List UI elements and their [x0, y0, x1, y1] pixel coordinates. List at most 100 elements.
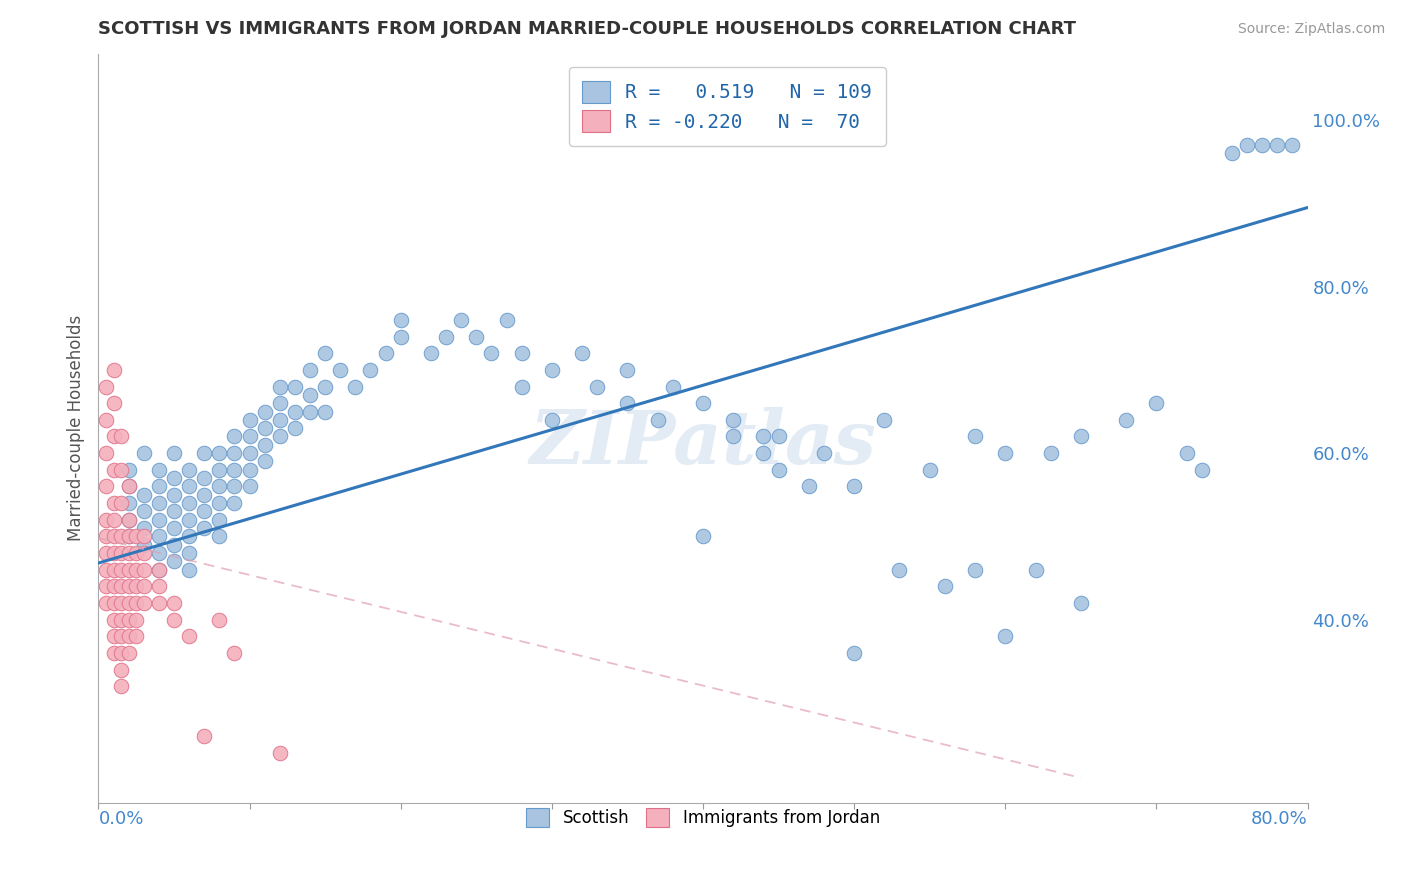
Point: [118, 646, 141, 660]
Point: [723, 429, 745, 443]
Point: [163, 521, 186, 535]
Point: [224, 429, 246, 443]
Point: [314, 404, 336, 418]
Point: [208, 613, 231, 627]
Point: [844, 479, 866, 493]
Point: [269, 396, 291, 410]
Point: [1267, 138, 1289, 153]
Point: [224, 479, 246, 493]
Point: [965, 563, 987, 577]
Point: [510, 346, 533, 360]
Point: [299, 388, 322, 402]
Point: [540, 413, 562, 427]
Point: [110, 663, 132, 677]
Point: [752, 429, 775, 443]
Point: [284, 421, 307, 435]
Text: 0.0%: 0.0%: [98, 810, 143, 828]
Point: [224, 496, 246, 510]
Point: [118, 463, 141, 477]
Point: [125, 613, 148, 627]
Point: [118, 596, 141, 610]
Point: [647, 413, 669, 427]
Point: [586, 379, 609, 393]
Point: [132, 563, 155, 577]
Point: [94, 579, 117, 593]
Point: [813, 446, 835, 460]
Point: [797, 479, 820, 493]
Point: [193, 446, 215, 460]
Point: [110, 563, 132, 577]
Point: [1236, 138, 1258, 153]
Point: [344, 379, 367, 393]
Point: [103, 546, 125, 560]
Point: [239, 413, 262, 427]
Point: [420, 346, 443, 360]
Point: [103, 596, 125, 610]
Point: [163, 504, 186, 518]
Point: [934, 579, 956, 593]
Point: [1115, 413, 1137, 427]
Point: [965, 429, 987, 443]
Point: [118, 479, 141, 493]
Point: [125, 579, 148, 593]
Point: [110, 679, 132, 693]
Point: [118, 579, 141, 593]
Point: [1251, 138, 1274, 153]
Point: [94, 379, 117, 393]
Point: [692, 529, 714, 543]
Point: [389, 313, 412, 327]
Point: [208, 463, 231, 477]
Point: [125, 546, 148, 560]
Point: [571, 346, 593, 360]
Point: [110, 496, 132, 510]
Point: [179, 513, 201, 527]
Point: [239, 479, 262, 493]
Point: [692, 396, 714, 410]
Y-axis label: Married-couple Households: Married-couple Households: [66, 315, 84, 541]
Point: [299, 363, 322, 377]
Point: [495, 313, 517, 327]
Point: [450, 313, 472, 327]
Point: [224, 646, 246, 660]
Point: [179, 546, 201, 560]
Point: [616, 396, 638, 410]
Point: [94, 446, 117, 460]
Point: [239, 429, 262, 443]
Point: [132, 579, 155, 593]
Point: [299, 404, 322, 418]
Point: [163, 538, 186, 552]
Point: [1220, 146, 1243, 161]
Point: [103, 513, 125, 527]
Point: [1070, 429, 1092, 443]
Point: [118, 529, 141, 543]
Point: [1144, 396, 1167, 410]
Text: 80.0%: 80.0%: [1251, 810, 1308, 828]
Point: [1281, 138, 1303, 153]
Point: [179, 629, 201, 643]
Point: [314, 379, 336, 393]
Point: [132, 446, 155, 460]
Point: [148, 563, 170, 577]
Point: [193, 488, 215, 502]
Point: [768, 463, 790, 477]
Point: [253, 421, 276, 435]
Point: [118, 496, 141, 510]
Point: [118, 513, 141, 527]
Point: [103, 563, 125, 577]
Point: [1039, 446, 1062, 460]
Point: [481, 346, 503, 360]
Point: [125, 563, 148, 577]
Point: [125, 529, 148, 543]
Point: [616, 363, 638, 377]
Point: [148, 563, 170, 577]
Point: [374, 346, 396, 360]
Point: [110, 529, 132, 543]
Point: [269, 429, 291, 443]
Point: [1175, 446, 1198, 460]
Point: [148, 496, 170, 510]
Point: [148, 463, 170, 477]
Point: [148, 479, 170, 493]
Point: [94, 563, 117, 577]
Point: [163, 613, 186, 627]
Point: [94, 513, 117, 527]
